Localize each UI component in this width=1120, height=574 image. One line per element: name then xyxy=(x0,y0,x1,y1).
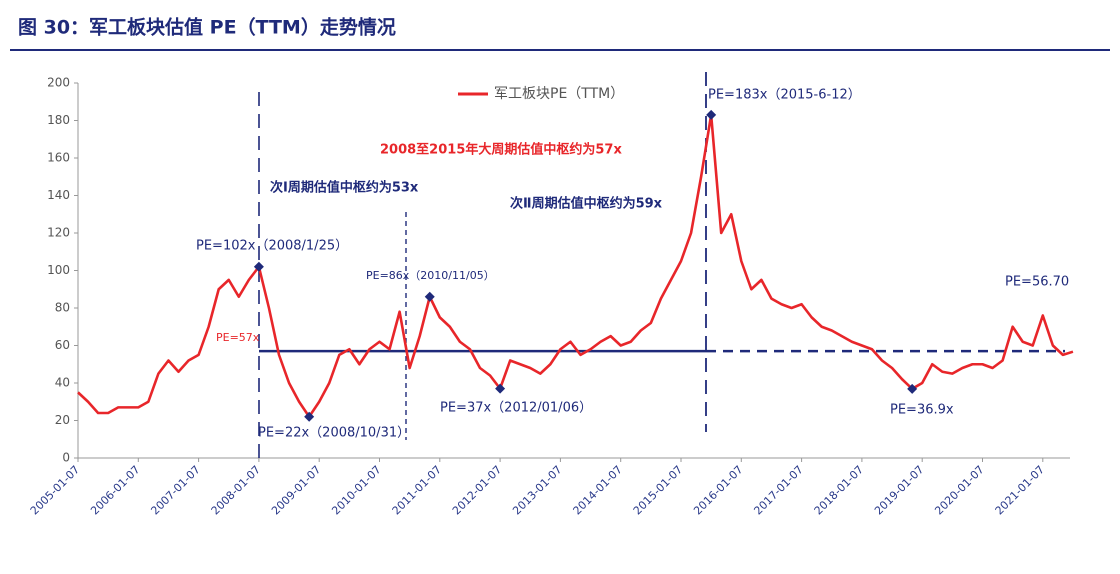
y-tick-label: 200 xyxy=(47,76,70,90)
y-tick-label: 160 xyxy=(47,151,70,165)
x-tick-label: 2010-01-07 xyxy=(329,463,383,517)
x-tick-label: 2020-01-07 xyxy=(932,463,986,517)
x-tick-label: 2009-01-07 xyxy=(269,463,323,517)
y-tick-label: 20 xyxy=(55,413,70,427)
chart-title: 图 30：军工板块估值 PE（TTM）走势情况 xyxy=(18,16,396,39)
annotation: PE=102x（2008/1/25） xyxy=(196,239,348,254)
annotation: PE=56.70 xyxy=(1005,275,1069,290)
x-tick-label: 2008-01-07 xyxy=(209,463,263,517)
annotation: PE=37x（2012/01/06） xyxy=(440,401,592,416)
legend-label: 军工板块PE（TTM） xyxy=(494,86,624,102)
x-tick-label: 2012-01-07 xyxy=(450,463,504,517)
annotation: PE=36.9x xyxy=(890,403,954,418)
highlight-marker xyxy=(424,291,435,302)
x-tick-label: 2007-01-07 xyxy=(148,463,202,517)
highlight-marker xyxy=(907,383,918,394)
annotation: PE=86x（2010/11/05） xyxy=(366,269,495,282)
y-tick-label: 80 xyxy=(55,301,70,315)
annotation: PE=183x（2015-6-12） xyxy=(708,88,861,103)
x-tick-label: 2014-01-07 xyxy=(571,463,625,517)
y-tick-label: 100 xyxy=(47,263,70,277)
highlight-marker xyxy=(304,411,315,422)
x-tick-label: 2016-01-07 xyxy=(691,463,745,517)
annotation: PE=22x（2008/10/31） xyxy=(258,426,410,441)
annotation: 次Ⅰ周期估值中枢约为53x xyxy=(270,180,419,196)
series-line xyxy=(77,113,1074,419)
x-tick-label: 2018-01-07 xyxy=(812,463,866,517)
highlight-marker xyxy=(253,261,264,272)
annotation: PE=57x xyxy=(216,331,260,344)
x-tick-label: 2015-01-07 xyxy=(631,463,685,517)
x-tick-label: 2019-01-07 xyxy=(872,463,926,517)
y-tick-label: 180 xyxy=(47,113,70,127)
annotation: 次Ⅱ周期估值中枢约为59x xyxy=(510,196,663,212)
highlight-marker xyxy=(706,109,717,120)
y-tick-label: 0 xyxy=(62,451,70,465)
x-tick-label: 2011-01-07 xyxy=(390,463,444,517)
y-tick-label: 60 xyxy=(55,338,70,352)
x-tick-label: 2005-01-07 xyxy=(28,463,82,517)
highlight-marker xyxy=(495,383,506,394)
y-tick-label: 120 xyxy=(47,226,70,240)
y-tick-label: 40 xyxy=(55,376,70,390)
x-tick-label: 2006-01-07 xyxy=(88,463,142,517)
x-tick-label: 2017-01-07 xyxy=(751,463,805,517)
x-tick-label: 2013-01-07 xyxy=(510,463,564,517)
x-tick-label: 2021-01-07 xyxy=(993,463,1047,517)
y-tick-label: 140 xyxy=(47,188,70,202)
annotation: 2008至2015年大周期估值中枢约为57x xyxy=(380,142,622,158)
